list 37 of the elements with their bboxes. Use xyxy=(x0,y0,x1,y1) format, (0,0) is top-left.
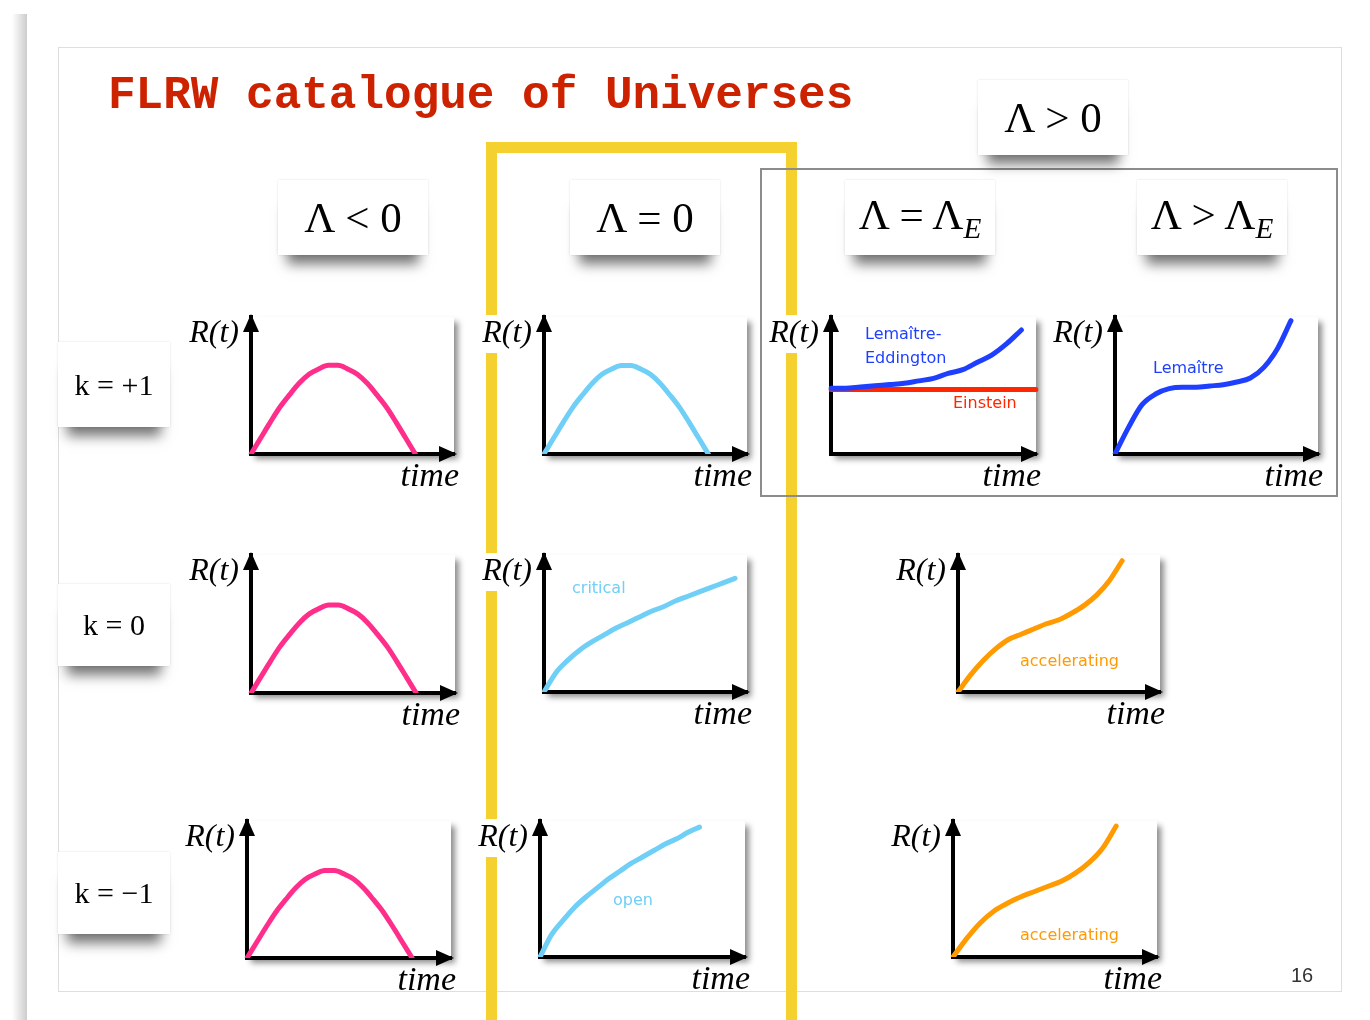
x-axis-title: time xyxy=(397,959,456,997)
label-card: Λ > Λ$_{E}$ xyxy=(1137,180,1287,255)
series-label: Einstein xyxy=(953,393,1017,413)
x-axis-title: time xyxy=(401,694,460,732)
label-card: Λ = Λ$_{E}$ xyxy=(845,180,995,255)
x-axis-title: time xyxy=(1103,958,1162,996)
label-card: Λ < 0 xyxy=(278,180,428,255)
x-axis-title: time xyxy=(693,455,752,493)
x-axis-title: time xyxy=(693,693,752,731)
label-card: Λ > 0 xyxy=(978,80,1128,155)
series-label: critical xyxy=(572,578,626,598)
x-axis-title: time xyxy=(400,455,459,493)
y-axis-title: R(t) xyxy=(188,313,239,350)
y-axis-title: R(t) xyxy=(481,313,532,350)
y-axis-title: R(t) xyxy=(481,551,532,588)
x-axis-title: time xyxy=(1264,455,1323,493)
y-axis-title: R(t) xyxy=(768,313,819,350)
y-axis-title: R(t) xyxy=(895,551,946,588)
y-axis-title: R(t) xyxy=(890,817,941,854)
y-axis-title: R(t) xyxy=(477,817,528,854)
y-axis-title: R(t) xyxy=(184,817,235,854)
series-label: Lemaître-Eddington xyxy=(865,324,947,368)
series-label: Lemaître xyxy=(1153,358,1224,378)
label-card: Λ = 0 xyxy=(570,180,720,255)
series-label: accelerating xyxy=(1020,925,1119,945)
x-axis-title: time xyxy=(982,455,1041,493)
x-axis-title: time xyxy=(1106,693,1165,731)
y-axis-title: R(t) xyxy=(1052,313,1103,350)
series-label: open xyxy=(613,890,653,910)
x-axis-title: time xyxy=(691,958,750,996)
label-card: k = −1 xyxy=(58,852,170,934)
text: 16 xyxy=(1290,963,1314,987)
label-card: k = +1 xyxy=(58,342,170,427)
label-card: k = 0 xyxy=(58,584,170,666)
text: FLRW catalogue of Universes xyxy=(108,69,854,124)
y-axis-title: R(t) xyxy=(188,551,239,588)
series-label: accelerating xyxy=(1020,651,1119,671)
